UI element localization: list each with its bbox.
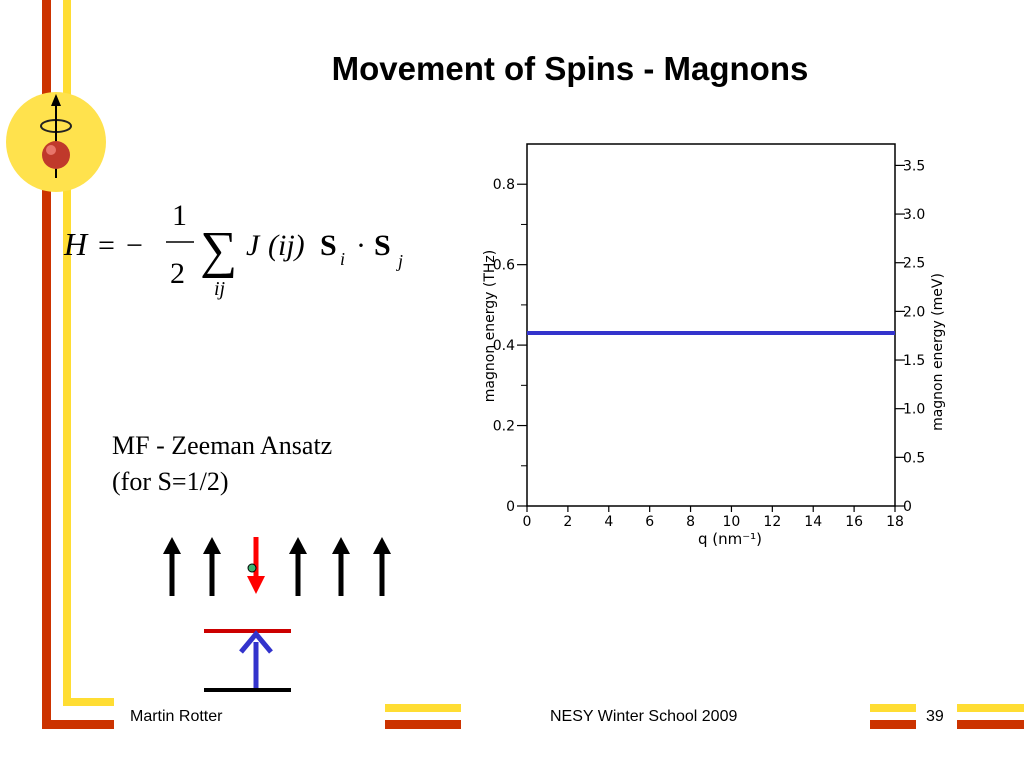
formula-denominator: 2 [170,257,185,290]
formula-numerator: 1 [172,199,187,232]
y2-tick-label: 2.0 [903,304,925,320]
spin-diagram [163,537,391,692]
spin-down-arrow-icon [247,537,265,594]
formula-equals: = [98,229,115,262]
formula-sum-index: ij [214,278,226,300]
y2-tick-label: 3.0 [903,207,925,223]
hamiltonian-formula: H = − 1 2 ∑ ij J (ij) S i · S j [63,199,403,300]
spin-up-arrow-icon [203,537,221,596]
magnon-dispersion-chart: 0 2 4 6 8 10 12 14 16 1800.20.40.60.800.51.01.52.… [482,143,946,548]
y2-tick-label: 0 [903,499,912,515]
spin-logo-icon [6,92,106,192]
x-tick-label: 0 [523,514,532,530]
x-tick-label: 2 [563,514,572,530]
formula-lhs: H [63,226,89,262]
formula-sum: ∑ [200,222,237,279]
x-tick-label: 16 [845,514,863,530]
footer-stripe-orange-right2 [957,720,1024,729]
y2-tick-label: 0.5 [903,450,925,466]
ansatz-line-1: MF - Zeeman Ansatz [112,431,333,460]
y2-tick-label: 1.5 [903,353,925,369]
formula-Si: S [320,229,337,262]
formula-dot: · [356,229,366,262]
footer-page-number: 39 [926,708,944,725]
formula-sub-j: j [396,251,403,271]
y2-tick-label: 3.5 [903,158,925,174]
formula-J: J [246,229,261,262]
spin-up-arrow-icon [289,537,307,596]
footer-stripe-orange-mid [385,720,461,729]
flip-dot [247,563,257,573]
formula-sub-i: i [340,249,345,269]
formula-Sj: S [374,229,391,262]
footer-stripe-orange-left [42,720,114,729]
plot-frame [526,143,896,507]
left-stripe-orange [42,0,51,728]
y-tick-label: 0 [506,499,515,515]
y-tick-label: 0.4 [493,338,515,354]
y-axis-label: magnon energy (THz) [482,250,498,402]
x-tick-label: 18 [886,514,904,530]
footer-stripe-yellow-right1 [870,704,916,712]
y-tick-label: 0.6 [493,258,515,274]
spin-up-arrow-icon [332,537,350,596]
formula-minus: − [126,229,143,262]
y2-axis-label: magnon energy (meV) [930,273,946,431]
x-tick-label: 8 [686,514,695,530]
footer-author: Martin Rotter [130,708,223,725]
formula-paren-ij: (ij) [268,229,305,262]
ansatz-text: MF - Zeeman Ansatz (for S=1/2) [112,428,332,500]
x-tick-label: 10 [723,514,741,530]
y-tick-label: 0.2 [493,419,515,435]
y2-tick-label: 1.0 [903,402,925,418]
y2-tick-label: 2.5 [903,256,925,272]
x-tick-label: 4 [604,514,613,530]
footer-stripe-yellow-right2 [957,704,1024,712]
footer-stripe-yellow-left [63,698,114,706]
footer-stripe-orange-right1 [870,720,916,729]
excitation-arrow-icon [239,630,273,688]
x-tick-label: 14 [804,514,822,530]
footer-stripe-yellow-mid [385,704,461,712]
left-stripe-yellow [63,0,71,706]
x-axis-label: q (nm⁻¹) [698,530,762,548]
ansatz-line-2: (for S=1/2) [112,467,229,496]
spin-up-arrow-icon [373,537,391,596]
x-tick-label: 6 [645,514,654,530]
footer-event: NESY Winter School 2009 [550,708,738,725]
spin-up-arrow-icon [163,537,181,596]
x-tick-label: 12 [763,514,781,530]
slide-title: Movement of Spins - Magnons [331,50,809,87]
y-tick-label: 0.8 [493,177,515,193]
